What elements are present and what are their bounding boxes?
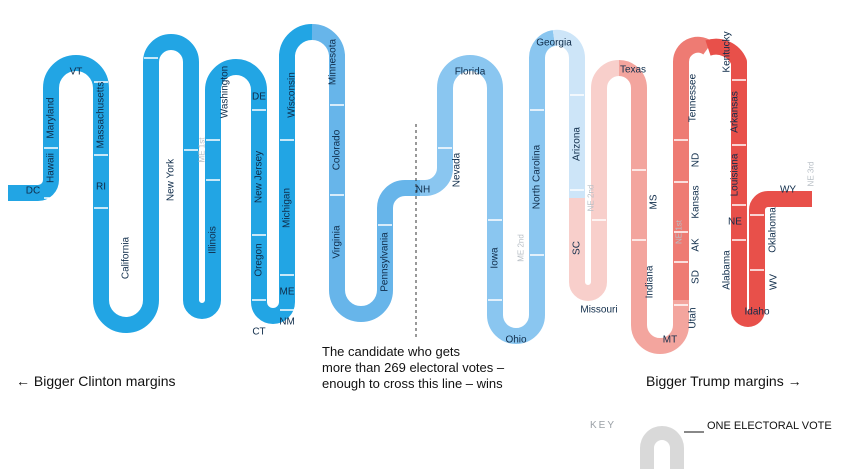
state-label-ne-1st: NE 1st bbox=[675, 219, 684, 244]
state-label-idaho: Idaho bbox=[744, 307, 769, 318]
state-label-nh: NH bbox=[416, 185, 430, 196]
state-label-sd: SD bbox=[691, 270, 702, 284]
state-label-alabama: Alabama bbox=[722, 250, 733, 290]
state-label-kansas: Kansas bbox=[691, 185, 702, 218]
state-label-new-jersey: New Jersey bbox=[254, 151, 265, 203]
segment-dividers bbox=[44, 57, 764, 311]
state-label-oklahoma: Oklahoma bbox=[768, 207, 779, 253]
clinton-margin-label: ← Bigger Clinton margins bbox=[16, 373, 176, 389]
state-label-me-1st: ME 1st bbox=[198, 137, 207, 163]
state-label-ne-3rd: NE 3rd bbox=[807, 162, 816, 187]
snake-band-light-red bbox=[618, 60, 689, 354]
threshold-note-line: more than 269 electoral votes – bbox=[322, 360, 505, 375]
state-label-nd: ND bbox=[691, 153, 702, 167]
snake-band-light-blue bbox=[417, 30, 556, 344]
key-swatch bbox=[640, 426, 684, 469]
state-label-kentucky: Kentucky bbox=[722, 31, 733, 72]
state-label-minnesota: Minnesota bbox=[328, 38, 339, 85]
threshold-note: The candidate who gets more than 269 ele… bbox=[322, 344, 522, 392]
state-label-ms: MS bbox=[649, 194, 660, 209]
state-label-iowa: Iowa bbox=[490, 247, 501, 269]
snake-band-mid-red bbox=[673, 36, 713, 300]
snake-band-pale-red bbox=[569, 60, 620, 301]
state-label-ri: RI bbox=[96, 182, 106, 193]
snake-band-pale-blue bbox=[552, 29, 585, 198]
state-label-washington: Washington bbox=[220, 66, 231, 118]
state-label-dc: DC bbox=[26, 186, 40, 197]
state-label-virginia: Virginia bbox=[332, 225, 343, 259]
threshold-note-line: The candidate who gets bbox=[322, 344, 461, 359]
state-label-mt: MT bbox=[663, 335, 677, 346]
state-label-ct: CT bbox=[252, 327, 265, 338]
state-labels: DC Hawaii Maryland VT Massachusetts RI Califor… bbox=[26, 31, 816, 345]
state-label-vt: VT bbox=[70, 67, 83, 78]
state-label-wisconsin: Wisconsin bbox=[287, 72, 298, 118]
state-label-tennessee: Tennessee bbox=[688, 73, 699, 122]
state-label-nevada: Nevada bbox=[452, 152, 463, 187]
state-label-wv: WV bbox=[769, 274, 780, 290]
snake-band-mid-blue bbox=[311, 23, 420, 322]
state-label-north-carolina: North Carolina bbox=[532, 144, 543, 209]
state-label-georgia: Georgia bbox=[536, 38, 572, 49]
snake-band-dark-blue bbox=[8, 23, 313, 333]
state-label-texas: Texas bbox=[620, 65, 646, 76]
state-label-arkansas: Arkansas bbox=[730, 91, 741, 133]
state-label-colorado: Colorado bbox=[332, 129, 343, 170]
state-label-arizona: Arizona bbox=[572, 127, 583, 161]
state-label-illinois: Illinois bbox=[208, 226, 219, 254]
trump-margin-label: Bigger Trump margins → bbox=[646, 373, 802, 389]
state-label-michigan: Michigan bbox=[282, 188, 293, 228]
state-label-louisiana: Louisiana bbox=[730, 153, 741, 196]
state-label-utah: Utah bbox=[688, 307, 699, 328]
snake-band-dark-red bbox=[705, 38, 812, 327]
state-label-hawaii: Hawaii bbox=[46, 153, 57, 183]
key-title: KEY bbox=[590, 420, 617, 431]
state-label-indiana: Indiana bbox=[645, 265, 656, 298]
state-label-me: ME bbox=[280, 287, 295, 298]
state-label-california: California bbox=[121, 236, 132, 279]
threshold-note-line: enough to cross this line – wins bbox=[322, 376, 503, 391]
state-label-wy: WY bbox=[780, 185, 796, 196]
state-label-me-2nd: ME 2nd bbox=[517, 234, 526, 262]
state-label-ohio: Ohio bbox=[505, 335, 527, 346]
state-label-maryland: Maryland bbox=[46, 97, 57, 138]
state-label-missouri: Missouri bbox=[580, 305, 617, 316]
state-label-massachusetts: Massachusetts bbox=[96, 82, 107, 149]
state-label-ne-2nd: NE 2nd bbox=[587, 185, 596, 212]
key-label: ONE ELECTORAL VOTE bbox=[707, 420, 832, 432]
state-label-florida: Florida bbox=[455, 67, 486, 78]
state-label-ak: AK bbox=[691, 238, 702, 252]
state-label-oregon: Oregon bbox=[254, 243, 265, 276]
state-label-pennsylvania: Pennsylvania bbox=[380, 232, 391, 292]
state-label-de: DE bbox=[252, 92, 266, 103]
state-label-ne: NE bbox=[728, 217, 742, 228]
snake-path bbox=[8, 23, 812, 354]
state-label-nm: NM bbox=[279, 317, 295, 328]
state-label-sc: SC bbox=[572, 241, 583, 255]
state-label-new-york: New York bbox=[166, 158, 177, 201]
